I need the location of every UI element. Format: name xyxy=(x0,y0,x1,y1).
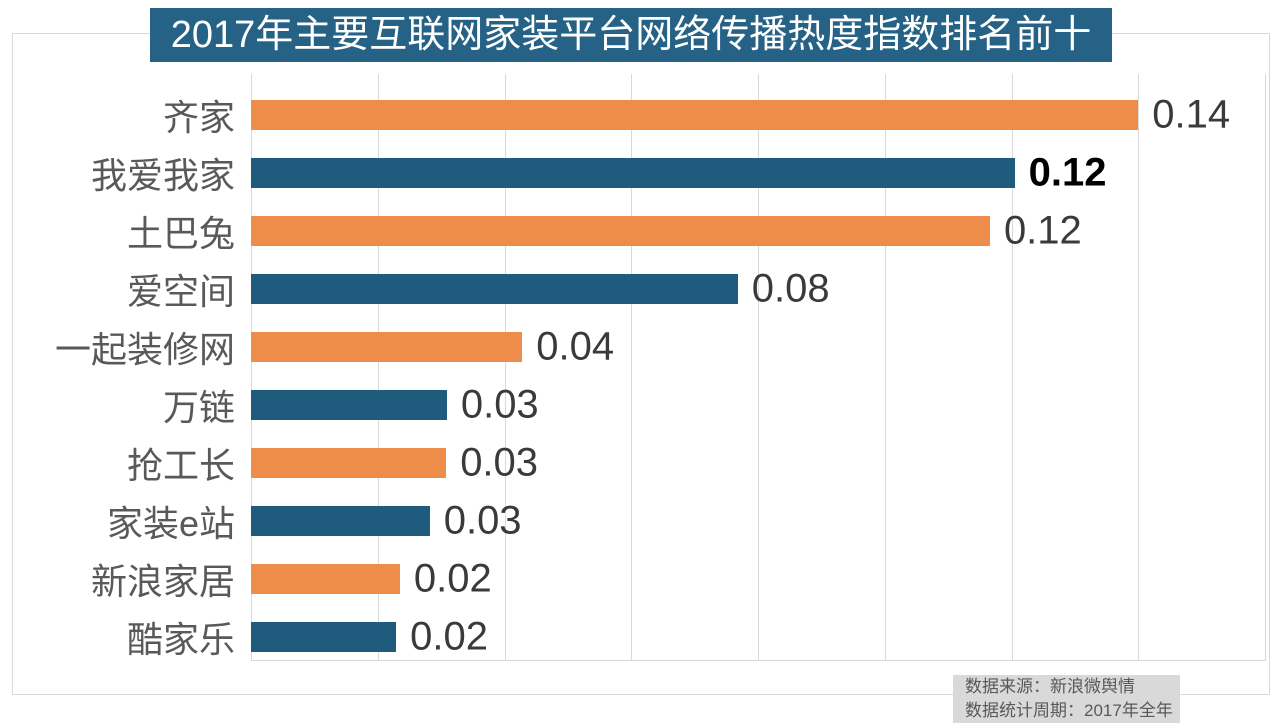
bar-row: 我爱我家 0.12 xyxy=(13,144,1265,202)
bar xyxy=(251,332,523,362)
bar xyxy=(251,158,1015,188)
value-label: 0.12 xyxy=(1028,150,1107,195)
bar xyxy=(251,100,1139,130)
source-note: 数据来源：新浪微舆情 数据统计周期：2017年全年 xyxy=(953,675,1180,723)
bar-track: 0.03 xyxy=(251,492,1265,550)
category-label: 爱空间 xyxy=(126,271,235,312)
value-label: 0.04 xyxy=(536,324,615,369)
value-label: 0.12 xyxy=(1003,208,1082,253)
category-label: 家装e站 xyxy=(106,503,235,544)
gridline xyxy=(1138,74,1140,660)
bar xyxy=(251,506,430,536)
bar-track: 0.02 xyxy=(251,550,1265,608)
bar-track: 0.14 xyxy=(251,86,1265,144)
bar xyxy=(251,390,447,420)
bar-row: 新浪家居 0.02 xyxy=(13,550,1265,608)
bar-track: 0.02 xyxy=(251,608,1265,666)
bar-row: 爱空间 0.08 xyxy=(13,260,1265,318)
bar-track: 0.03 xyxy=(251,434,1265,492)
gridline xyxy=(1265,74,1266,660)
bar-row: 齐家 0.14 xyxy=(13,86,1265,144)
gridline xyxy=(504,74,506,660)
gridline xyxy=(884,74,886,660)
plot-frame xyxy=(12,33,1270,695)
bar-row: 家装e站 0.03 xyxy=(13,492,1265,550)
category-label: 抢工长 xyxy=(126,445,235,486)
value-label: 0.08 xyxy=(751,266,830,311)
category-label: 新浪家居 xyxy=(90,561,235,602)
gridline xyxy=(1011,74,1013,660)
gridline xyxy=(251,74,252,660)
category-label: 酷家乐 xyxy=(126,619,235,660)
x-axis-line xyxy=(251,660,1266,661)
bar-row: 一起装修网 0.04 xyxy=(13,318,1265,376)
bar xyxy=(251,564,400,594)
bar-row: 万链 0.03 xyxy=(13,376,1265,434)
gridline xyxy=(377,74,379,660)
category-label: 土巴兔 xyxy=(126,213,235,254)
bar-rows: 齐家 0.14 我爱我家 0.12 土巴兔 0.12 爱空间 0.08 一起装修网 0.04 万链 0… xyxy=(13,86,1265,666)
category-label: 我爱我家 xyxy=(90,155,235,196)
value-label: 0.03 xyxy=(460,440,539,485)
bar-track: 0.12 xyxy=(251,144,1265,202)
category-label: 齐家 xyxy=(162,97,235,138)
bar xyxy=(251,216,990,246)
gridlines xyxy=(251,74,1266,660)
gridline xyxy=(631,74,633,660)
bar-track: 0.04 xyxy=(251,318,1265,376)
value-label: 0.14 xyxy=(1152,92,1231,137)
source-note-line2: 数据统计周期：2017年全年 xyxy=(965,701,1173,720)
source-note-line1: 数据来源：新浪微舆情 xyxy=(965,677,1135,696)
bar-track: 0.03 xyxy=(251,376,1265,434)
value-label: 0.03 xyxy=(460,382,539,427)
bar-row: 土巴兔 0.12 xyxy=(13,202,1265,260)
bar-track: 0.12 xyxy=(251,202,1265,260)
category-label: 一起装修网 xyxy=(54,329,235,370)
bar xyxy=(251,622,397,652)
value-label: 0.03 xyxy=(443,498,522,543)
value-label: 0.02 xyxy=(413,556,492,601)
chart-title: 2017年主要互联网家装平台网络传播热度指数排名前十 xyxy=(150,8,1112,62)
bar-track: 0.08 xyxy=(251,260,1265,318)
bar-row: 酷家乐 0.02 xyxy=(13,608,1265,666)
gridline xyxy=(758,74,759,660)
value-label: 0.02 xyxy=(410,614,488,659)
bar xyxy=(251,274,738,304)
category-label: 万链 xyxy=(162,387,235,428)
bar xyxy=(251,448,447,478)
bar-row: 抢工长 0.03 xyxy=(13,434,1265,492)
